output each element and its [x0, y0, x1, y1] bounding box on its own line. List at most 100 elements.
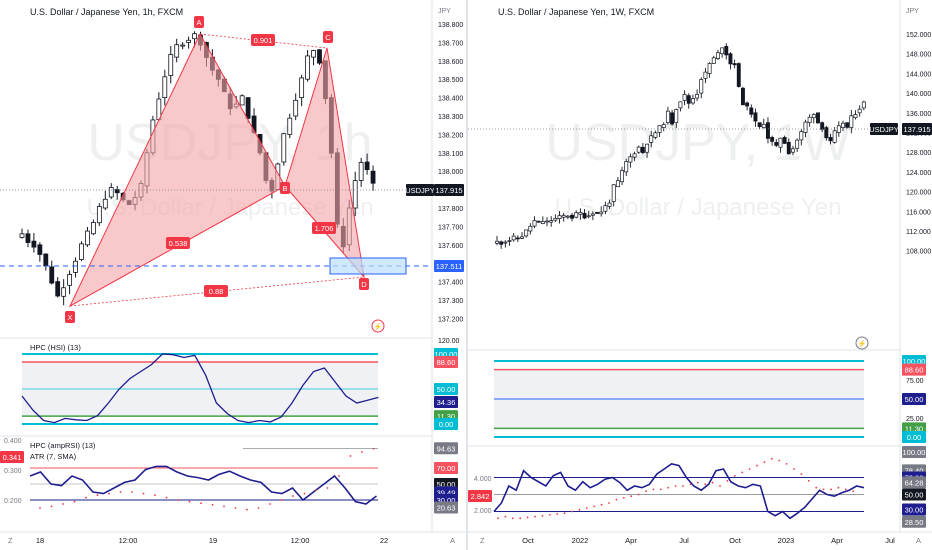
- hsi-axis-tag: 100.00: [435, 350, 458, 359]
- atr-dot: [585, 507, 588, 509]
- candle-body: [807, 116, 812, 124]
- atr-dot: [119, 491, 122, 493]
- atr-dot: [748, 468, 751, 470]
- atr-dot: [223, 505, 225, 508]
- candle-body: [828, 137, 833, 142]
- candle-body: [615, 180, 620, 188]
- price-tick: 108.000: [906, 249, 931, 256]
- atr-dot: [511, 517, 514, 520]
- candle-body: [678, 101, 683, 109]
- candle-body: [499, 241, 504, 245]
- amprsi-axis-tag: 64.28: [905, 478, 924, 487]
- candle-body: [495, 240, 499, 244]
- atr-dot: [292, 495, 294, 497]
- candle-body: [305, 55, 311, 80]
- atr-dot: [800, 473, 803, 475]
- time-tick: 2022: [572, 536, 589, 545]
- candle-body: [73, 260, 78, 273]
- candle-body: [674, 109, 679, 123]
- price-tick: 148.000: [906, 52, 931, 59]
- pattern-xd-line: [69, 276, 365, 307]
- symbol-tag-bg: [406, 184, 434, 196]
- candle-body: [628, 156, 633, 163]
- price-tick: 140.000: [906, 91, 931, 98]
- atr-value-tag-bg: [468, 490, 492, 502]
- atr-value-tag: 2.842: [471, 492, 490, 501]
- atr-dot: [674, 485, 677, 487]
- price-tick: 116.000: [906, 209, 931, 216]
- candle-body: [607, 202, 612, 207]
- candle-body: [19, 233, 25, 238]
- hsi-title: HPC (HSI) (13): [30, 343, 81, 352]
- atr-dot: [563, 512, 566, 515]
- candle-body: [707, 63, 712, 74]
- candle-body: [732, 63, 737, 66]
- candle-body: [79, 243, 84, 260]
- price-tick: 144.000: [906, 71, 931, 78]
- hsi-axis-tag-bg: [902, 363, 926, 376]
- candle-body: [824, 127, 829, 139]
- amprsi-title: HPC (ampRSI) (13): [30, 441, 96, 450]
- atr-dot: [622, 497, 625, 499]
- amprsi-axis-tag: 100.00: [903, 448, 926, 457]
- price-tick: 138.400: [438, 96, 463, 103]
- left-chart-pane[interactable]: U.S. Dollar / Japanese Yen, 1h, FXCM JPY…: [0, 0, 466, 550]
- pattern-point-a: A: [196, 18, 201, 27]
- atr-dot: [578, 508, 581, 511]
- hsi-axis-tag-bg: [902, 431, 926, 443]
- hsi-axis-tag-bg: [434, 418, 458, 430]
- candle-body: [574, 212, 579, 218]
- time-tick: Oct: [729, 536, 742, 545]
- candle-body: [757, 122, 762, 127]
- candle-body: [528, 225, 533, 232]
- atr-dot: [142, 492, 145, 495]
- pattern-point-b-bg: [280, 182, 290, 194]
- atr-dot: [526, 516, 529, 519]
- right-chart-pane[interactable]: U.S. Dollar / Japanese Yen, 1W, FXCM JPY…: [468, 0, 932, 550]
- candle-body: [761, 124, 766, 128]
- candle-body: [358, 162, 364, 181]
- lightning-icon: [855, 336, 869, 350]
- price-tick: 137.700: [438, 224, 463, 231]
- amprsi-axis-tag-bg: [902, 515, 926, 528]
- atr-dot: [637, 493, 640, 496]
- hsi-axis-tick: 120.00: [438, 338, 460, 345]
- atr-dot: [280, 499, 283, 501]
- atr-dot: [852, 490, 855, 492]
- candle-body: [782, 137, 787, 144]
- pattern-point-d-bg: [359, 278, 369, 290]
- atr-dot: [50, 505, 53, 508]
- candle-body: [311, 50, 316, 58]
- hsi-axis-tag: 50.00: [437, 385, 456, 394]
- hsi-axis-tag-bg: [434, 395, 458, 408]
- candle-body: [603, 205, 608, 212]
- candle-body: [720, 47, 725, 55]
- atr-dot: [608, 502, 610, 504]
- candle-body: [507, 240, 512, 242]
- last-price-tag-bg: [434, 184, 464, 196]
- atr-dot: [541, 514, 544, 517]
- candle-body: [853, 114, 858, 119]
- candle-body: [31, 240, 37, 248]
- atr-dot: [807, 480, 810, 482]
- candle-body: [820, 122, 825, 130]
- atr-dot: [652, 488, 655, 491]
- ratio-xd-bg: [204, 285, 228, 297]
- hsi-axis-tag: 11.30: [905, 424, 923, 433]
- candle-body: [553, 217, 558, 221]
- candle-body: [799, 131, 804, 141]
- atr-axis-tick: 0.300: [4, 468, 22, 475]
- amprsi-axis-tag: 20.63: [437, 503, 456, 512]
- candle-body: [239, 95, 245, 106]
- pane-divider[interactable]: [466, 0, 468, 550]
- hsi-axis-tag-bg: [902, 393, 926, 405]
- pattern-ac-line: [199, 33, 328, 49]
- atr-dot: [719, 485, 721, 487]
- right-chart-canvas[interactable]: JPY USDJPY, 1W U.S. Dollar / Japanese Yen 1…: [468, 0, 932, 550]
- candle-body: [682, 94, 687, 101]
- candle-body: [192, 33, 197, 40]
- atr-dot: [211, 503, 214, 506]
- atr-axis-tick: 4.000: [474, 476, 492, 483]
- candle-body: [586, 215, 591, 218]
